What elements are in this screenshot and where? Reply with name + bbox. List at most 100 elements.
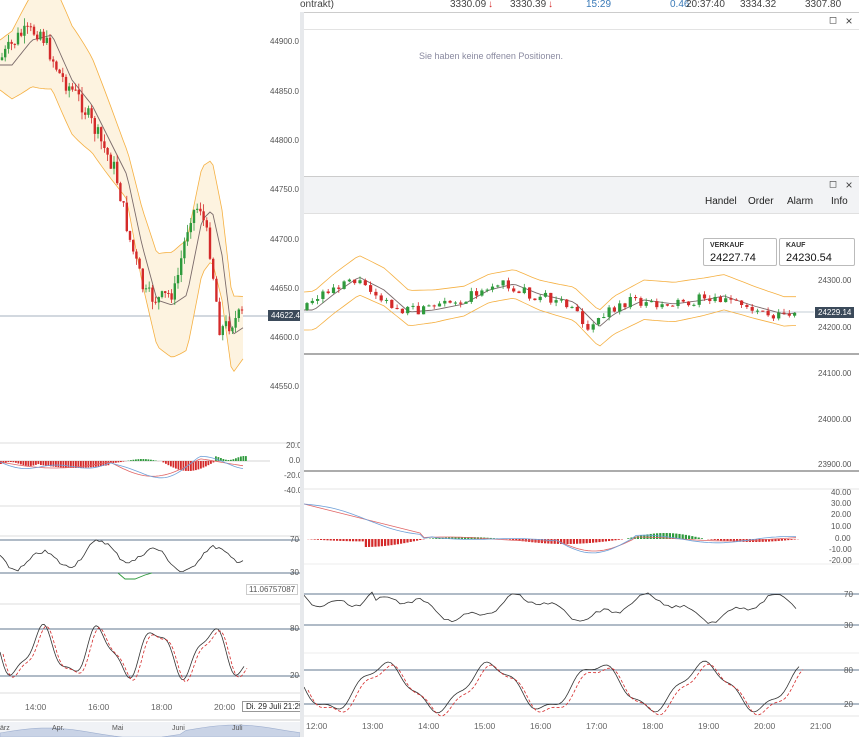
macd-bar bbox=[339, 539, 341, 541]
candle-body bbox=[87, 108, 89, 115]
candle-body bbox=[698, 294, 701, 304]
candle-body bbox=[586, 324, 589, 330]
candle-body bbox=[390, 300, 393, 308]
macd-bar bbox=[238, 457, 240, 461]
macd-bar bbox=[113, 461, 115, 463]
time-tick: 21:00 bbox=[810, 721, 831, 731]
stoch-k-line bbox=[304, 661, 799, 713]
quote-clock: 20:37:40 bbox=[686, 0, 725, 10]
macd-bar bbox=[210, 461, 212, 464]
buy-quote-button[interactable]: KAUF 24230.54 bbox=[779, 238, 855, 266]
macd-bar bbox=[25, 461, 27, 466]
candle-body bbox=[305, 303, 308, 310]
menu-handel[interactable]: Handel bbox=[705, 196, 737, 207]
candle-body bbox=[106, 148, 108, 155]
restore-icon[interactable]: ◻ bbox=[828, 180, 838, 190]
candle-body bbox=[433, 305, 436, 306]
candle-body bbox=[777, 313, 780, 319]
macd-bar bbox=[717, 539, 719, 540]
macd-bar bbox=[233, 459, 235, 461]
close-icon[interactable]: × bbox=[844, 16, 854, 26]
candle-body bbox=[167, 293, 169, 294]
macd-bar bbox=[148, 459, 150, 461]
axis-tick: 44900.0 bbox=[270, 37, 299, 46]
candle-body bbox=[132, 240, 134, 252]
time-tick: 14:00 bbox=[418, 721, 439, 731]
candle-body bbox=[100, 127, 102, 141]
candle-body bbox=[459, 303, 462, 304]
macd-bar bbox=[163, 461, 165, 462]
stoch-k-line bbox=[0, 624, 244, 679]
rsi-line bbox=[0, 540, 243, 572]
macd-bar bbox=[235, 458, 237, 461]
candle-body bbox=[396, 308, 399, 309]
candle-body bbox=[449, 301, 452, 303]
candle-body bbox=[238, 309, 240, 318]
menu-info[interactable]: Info bbox=[831, 196, 848, 207]
candle-body bbox=[74, 90, 76, 91]
macd-bar bbox=[410, 539, 412, 542]
restore-icon[interactable]: ◻ bbox=[828, 16, 838, 26]
nav-month: ärz bbox=[0, 725, 10, 732]
macd-bar bbox=[135, 459, 137, 461]
candle-body bbox=[735, 300, 738, 301]
macd-bar bbox=[576, 539, 578, 544]
nav-month: Apr. bbox=[52, 725, 64, 732]
macd-bar bbox=[413, 539, 415, 541]
macd-bar bbox=[685, 535, 687, 539]
macd-bar bbox=[118, 461, 120, 462]
right-chart[interactable] bbox=[304, 232, 859, 737]
quote-value-2: 3330.39 bbox=[510, 0, 546, 10]
axis-tick: 44750.0 bbox=[270, 185, 299, 194]
candle-body bbox=[348, 280, 351, 282]
time-tick: 18:00 bbox=[642, 721, 663, 731]
candle-body bbox=[321, 291, 324, 299]
time-tick: 16:00 bbox=[88, 702, 109, 712]
candle-body bbox=[470, 291, 473, 302]
macd-bar bbox=[245, 456, 247, 461]
current-price-tag: 44622.4 bbox=[268, 310, 303, 321]
candle-body bbox=[71, 86, 73, 89]
macd-bar bbox=[20, 461, 22, 464]
candle-body bbox=[549, 293, 552, 303]
macd-bar bbox=[208, 461, 210, 465]
candle-body bbox=[729, 298, 732, 299]
candle-body bbox=[629, 297, 632, 307]
macd-bar bbox=[195, 461, 197, 470]
candle-body bbox=[353, 280, 356, 284]
macd-bar bbox=[170, 461, 172, 466]
macd-bar bbox=[130, 460, 132, 461]
candle-body bbox=[512, 288, 515, 291]
quote-row[interactable]: ontrakt) 3330.09 ↓ 3330.39 ↓ 15:29 0.46 … bbox=[300, 0, 859, 12]
left-chart[interactable] bbox=[0, 0, 300, 737]
macd-bar bbox=[710, 539, 712, 540]
menu-order[interactable]: Order bbox=[748, 196, 774, 207]
macd-bar bbox=[723, 539, 725, 541]
macd-bar bbox=[317, 539, 319, 540]
axis-tick: 44550.0 bbox=[270, 382, 299, 391]
macd-bar bbox=[701, 538, 703, 539]
macd-bar bbox=[432, 538, 434, 539]
stoch-level-80: 80 bbox=[844, 666, 853, 675]
macd-bar bbox=[627, 538, 629, 539]
candle-body bbox=[84, 112, 86, 114]
candle-body bbox=[745, 305, 748, 307]
candle-body bbox=[116, 162, 118, 183]
candle-body bbox=[645, 302, 648, 306]
macd-bar bbox=[43, 461, 45, 465]
candle-body bbox=[639, 298, 642, 306]
macd-bar bbox=[153, 460, 155, 461]
close-icon[interactable]: × bbox=[844, 180, 854, 190]
candle-body bbox=[311, 301, 314, 303]
macd-bar bbox=[419, 539, 421, 540]
nav-month: Juni bbox=[172, 725, 185, 732]
sell-quote-button[interactable]: VERKAUF 24227.74 bbox=[703, 238, 777, 266]
macd-bar bbox=[173, 461, 175, 468]
menu-alarm[interactable]: Alarm bbox=[787, 196, 813, 207]
stoch-level-20: 20 bbox=[290, 671, 299, 680]
candle-body bbox=[316, 299, 319, 301]
rsi-level-70: 70 bbox=[844, 590, 853, 599]
candle-body bbox=[46, 38, 48, 43]
axis-tick: 24000.00 bbox=[818, 415, 851, 424]
macd-bar bbox=[336, 539, 338, 541]
